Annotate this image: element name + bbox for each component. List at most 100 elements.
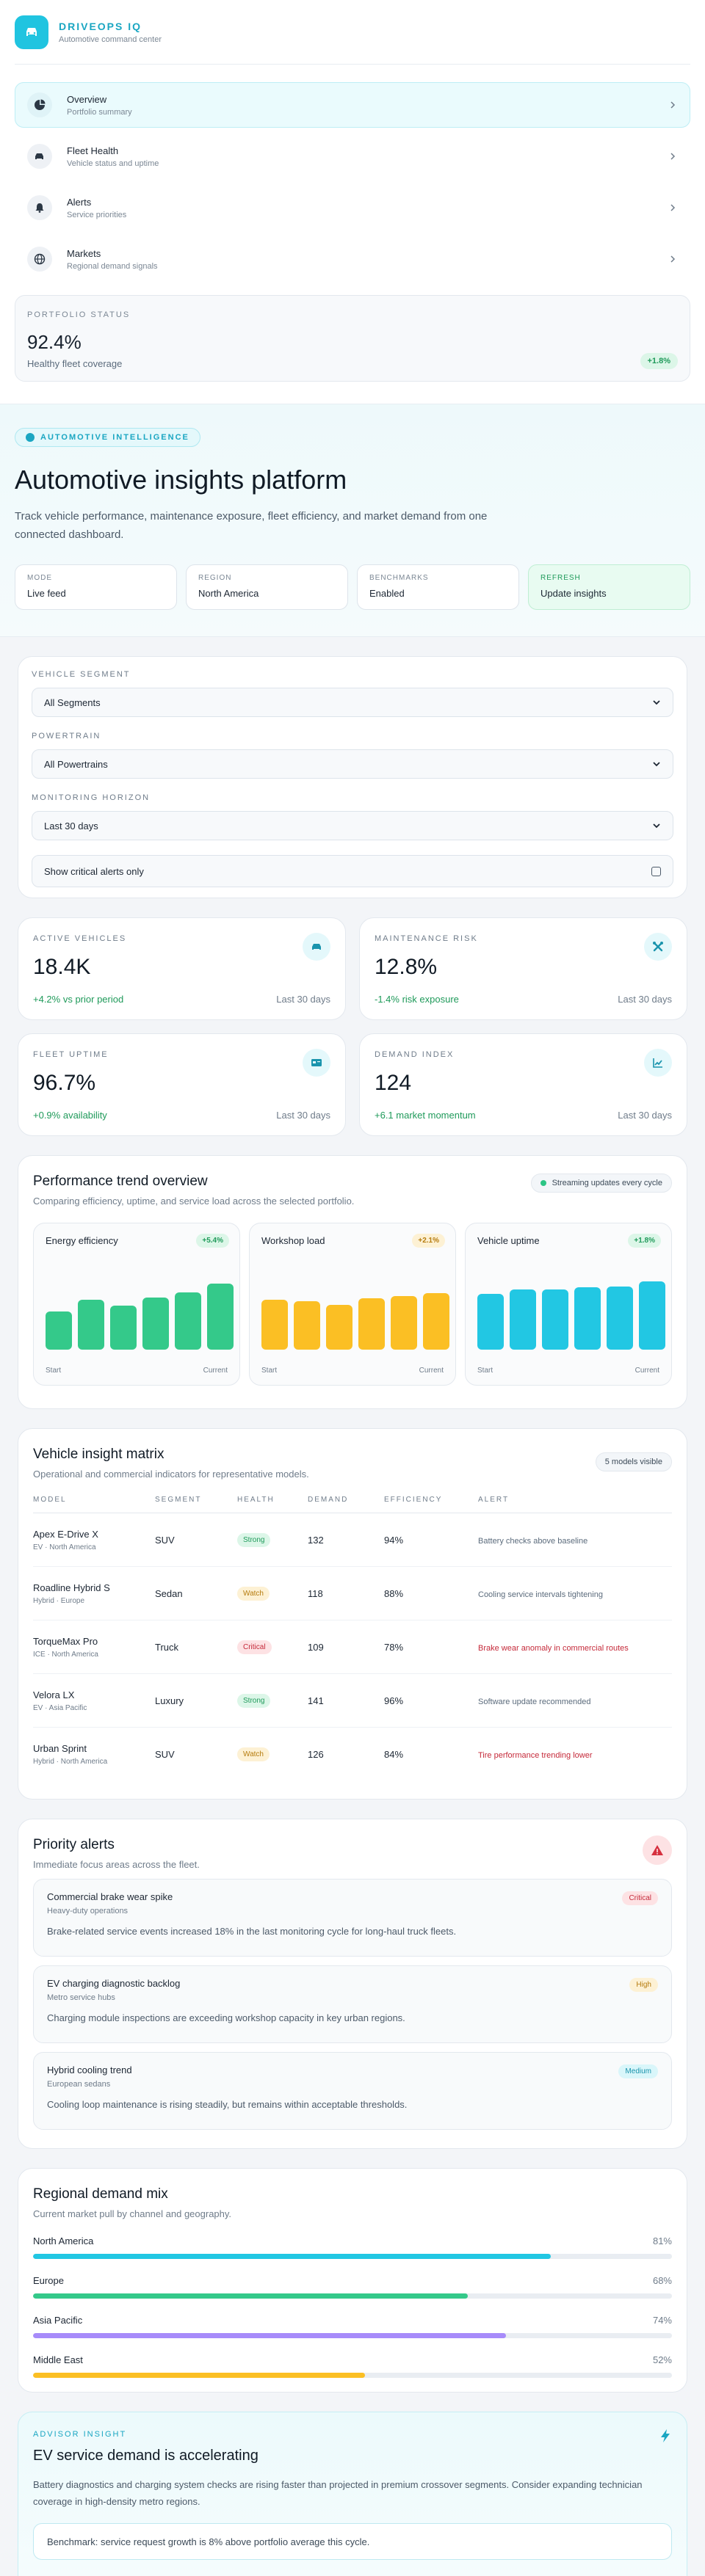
matrix-title: Vehicle insight matrix (33, 1447, 164, 1462)
column-header: MODEL (33, 1496, 155, 1513)
matrix-subtitle: Operational and commercial indicators fo… (33, 1469, 309, 1480)
model-sub: ICE · North America (33, 1650, 98, 1659)
refresh-button[interactable]: Refresh Update insights (528, 564, 690, 610)
trend-current-label: Current (419, 1367, 444, 1375)
alert-item[interactable]: Commercial brake wear spike Heavy-duty o… (33, 1879, 672, 1957)
trend-bar (510, 1289, 536, 1350)
progress-track (33, 2373, 672, 2378)
kpi-period: Last 30 days (618, 994, 672, 1005)
trend-bar (46, 1311, 72, 1350)
model-sub: EV · North America (33, 1543, 96, 1551)
region-pill[interactable]: Region North America (186, 564, 348, 610)
horizon-select[interactable]: Last 30 days (32, 811, 673, 840)
trend-bar (391, 1296, 417, 1350)
sidebar-item-sub: Service priorities (67, 210, 127, 219)
globe-icon (27, 247, 52, 272)
kpi-period: Last 30 days (276, 1110, 330, 1121)
alert-cell: Brake wear anomaly in commercial routes (478, 1643, 629, 1653)
sidebar-item-label: Fleet Health (67, 145, 119, 156)
page-title: Automotive insights platform (15, 465, 347, 495)
priority-alerts-card: Priority alerts Immediate focus areas ac… (18, 1819, 687, 2149)
streaming-badge-label: Streaming updates every cycle (552, 1179, 662, 1187)
efficiency-cell: 96% (384, 1673, 478, 1728)
trend-start-label: Start (261, 1367, 278, 1375)
dot-icon (26, 433, 35, 442)
table-row[interactable]: Urban Sprint Hybrid · North America SUV W… (33, 1728, 672, 1781)
alert-sub: Metro service hubs (47, 1993, 115, 2002)
model-sub: Hybrid · Europe (33, 1596, 85, 1605)
model-sub: Hybrid · North America (33, 1757, 108, 1766)
trend-bar (639, 1281, 665, 1350)
critical-alerts-toggle[interactable]: Show critical alerts only (32, 855, 673, 887)
car-icon (303, 933, 330, 961)
hero-pills: Mode Live feed Region North America Benc… (15, 564, 690, 610)
demand-cell: 132 (308, 1513, 384, 1567)
chevron-down-icon (653, 700, 660, 705)
models-visible-badge: 5 models visible (595, 1452, 672, 1471)
powertrain-select[interactable]: All Powertrains (32, 749, 673, 779)
kpi-period: Last 30 days (618, 1110, 672, 1121)
mode-pill[interactable]: Mode Live feed (15, 564, 177, 610)
sidebar-nav: Overview Portfolio summary Fleet Health … (15, 65, 690, 282)
table-row[interactable]: Velora LX EV · Asia Pacific Luxury Strong… (33, 1673, 672, 1728)
trend-chart-bars (46, 1284, 234, 1350)
trend-bar (294, 1301, 320, 1350)
health-badge: Watch (237, 1586, 270, 1601)
kpi-delta: +0.9% availability (33, 1110, 107, 1121)
sidebar-item-sub: Vehicle status and uptime (67, 159, 159, 168)
pie-chart-icon (27, 92, 52, 117)
table-row[interactable]: Apex E-Drive X EV · North America SUV Str… (33, 1513, 672, 1567)
segment-value: All Segments (44, 696, 101, 708)
pill-value: Live feed (27, 588, 66, 599)
trend-chart-badge: +5.4% (196, 1234, 229, 1248)
trend-subtitle: Comparing efficiency, uptime, and servic… (33, 1196, 355, 1207)
kpi-card-fleet-uptime: FLEET UPTIME 96.7% +0.9% availability La… (18, 1033, 346, 1136)
demand-cell: 126 (308, 1748, 324, 1760)
alert-item[interactable]: EV charging diagnostic backlog Metro ser… (33, 1965, 672, 2043)
column-header: EFFICIENCY (384, 1496, 478, 1513)
sidebar-item-markets[interactable]: Markets Regional demand signals (15, 236, 690, 282)
kpi-caption: MAINTENANCE RISK (375, 934, 478, 943)
trend-bar (542, 1289, 568, 1350)
sidebar-item-alerts[interactable]: Alerts Service priorities (15, 185, 690, 230)
health-badge: Strong (237, 1532, 271, 1547)
kpi-caption: ACTIVE VEHICLES (33, 934, 127, 943)
hero: AUTOMOTIVE INTELLIGENCE Automotive insig… (0, 404, 705, 637)
trend-bar (175, 1292, 201, 1350)
kpi-value: 18.4K (33, 955, 91, 979)
table-row[interactable]: TorqueMax Pro ICE · North America Truck C… (33, 1620, 672, 1674)
advisor-body: Battery diagnostics and charging system … (33, 2479, 643, 2507)
hero-description: Track vehicle performance, maintenance e… (15, 510, 488, 541)
segment-cell: SUV (155, 1513, 237, 1567)
alert-item[interactable]: Hybrid cooling trend European sedans Coo… (33, 2052, 672, 2130)
wrench-icon (644, 933, 672, 961)
lightning-icon (661, 2429, 670, 2442)
column-header: SEGMENT (155, 1496, 237, 1513)
sidebar-item-label: Overview (67, 93, 107, 105)
chevron-down-icon (653, 762, 660, 767)
advisor-benchmark: Benchmark: service request growth is 8% … (33, 2523, 672, 2560)
trend-chart-title: Workshop load (261, 1235, 325, 1246)
critical-alerts-checkbox[interactable] (651, 866, 661, 876)
kpi-value: 124 (375, 1071, 412, 1095)
alert-cell: Battery checks above baseline (478, 1536, 588, 1546)
alert-cell: Tire performance trending lower (478, 1750, 593, 1760)
demand-row: Europe 68% (33, 2275, 672, 2299)
benchmarks-pill[interactable]: Benchmarks Enabled (357, 564, 519, 610)
alert-sub: Heavy-duty operations (47, 1907, 129, 1915)
demand-cell: 141 (308, 1673, 384, 1728)
segment-label: VEHICLE SEGMENT (32, 670, 131, 679)
sidebar-item-overview[interactable]: Overview Portfolio summary (15, 82, 690, 128)
trend-bar (423, 1293, 449, 1350)
segment-select[interactable]: All Segments (32, 688, 673, 717)
kpi-delta: -1.4% risk exposure (375, 994, 459, 1005)
health-badge: Critical (237, 1640, 272, 1654)
table-row[interactable]: Roadline Hybrid S Hybrid · Europe Sedan W… (33, 1566, 672, 1620)
segment-cell: SUV (155, 1748, 175, 1760)
alert-body: Charging module inspections are exceedin… (47, 2012, 405, 2023)
sidebar-item-fleet-health[interactable]: Fleet Health Vehicle status and uptime (15, 134, 690, 179)
trend-current-label: Current (203, 1367, 228, 1375)
vehicle-matrix-card: Vehicle insight matrix Operational and c… (18, 1428, 687, 1800)
brand-subtitle: Automotive command center (59, 34, 162, 44)
pill-caption: Benchmarks (369, 574, 429, 582)
